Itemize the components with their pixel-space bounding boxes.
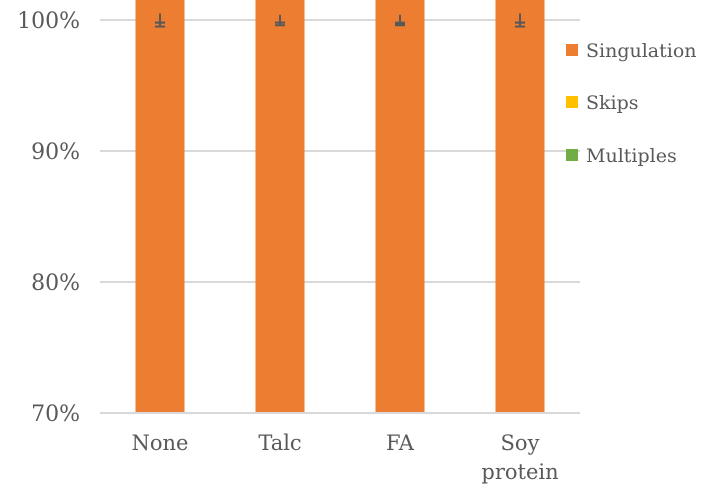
x-category-label: FA — [386, 431, 415, 455]
legend-swatch-singulation — [566, 44, 578, 56]
bar-singulation — [135, 0, 185, 413]
legend-swatch-multiples — [566, 149, 578, 161]
legend-label-multiples: Multiples — [586, 145, 677, 167]
legend-label-singulation: Singulation — [586, 40, 697, 62]
bar-singulation — [495, 0, 545, 413]
error-bar — [155, 17, 165, 24]
x-axis: None Talc FA Soy protein — [100, 412, 580, 484]
y-tick-label: 90% — [31, 140, 80, 165]
x-category-label: None — [132, 431, 189, 455]
y-tick-label: 70% — [31, 402, 80, 427]
x-category-label: protein — [481, 460, 558, 484]
error-bar — [275, 17, 285, 24]
error-bar — [515, 17, 525, 24]
y-axis: 70% 80% 90% 100% — [17, 9, 80, 427]
bar-singulation — [255, 0, 305, 413]
legend: Multiples Skips Singulation — [566, 40, 697, 167]
bar-singulation — [375, 0, 425, 414]
legend-swatch-skips — [566, 96, 578, 108]
legend-label-skips: Skips — [586, 92, 639, 114]
error-bars — [155, 13, 525, 28]
error-bar — [395, 17, 405, 24]
x-category-label: Soy — [501, 431, 540, 455]
bars — [135, 0, 545, 414]
x-category-label: Talc — [258, 431, 301, 455]
y-tick-label: 100% — [17, 9, 80, 34]
y-tick-label: 80% — [31, 271, 80, 296]
